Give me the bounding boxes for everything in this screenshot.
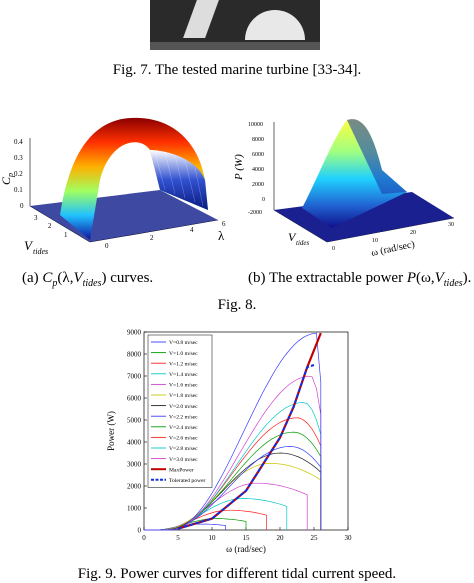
fig8b-ylabel-sub: tides bbox=[296, 239, 309, 247]
legend-label: V=1.0 m/sec bbox=[169, 351, 198, 357]
fig8a-zlabel-sub: p bbox=[6, 173, 15, 178]
legend-label: V=2.4 m/sec bbox=[169, 425, 198, 431]
fig8a-ztick: 0.3 bbox=[14, 154, 23, 162]
fig8a-ylabel-sub: tides bbox=[33, 247, 48, 256]
fig8b-xtick: 10 bbox=[372, 238, 378, 244]
y-tick-label: 8000 bbox=[127, 351, 142, 359]
fig8b-caption-sym: P bbox=[406, 270, 416, 286]
y-tick-label: 9000 bbox=[127, 329, 142, 337]
fig8b-xtick: 0 bbox=[332, 246, 335, 252]
fig8b-ztick: 8000 bbox=[252, 137, 264, 143]
fig8b-ztick: 0 bbox=[262, 197, 265, 203]
y-tick-label: 3000 bbox=[127, 461, 142, 469]
fig8a-ytick: 2 bbox=[48, 222, 52, 230]
fig8a-surface-plot: 0.4 0.3 0.2 0.1 0 3 2 1 0 2 4 6 C p V ti… bbox=[0, 117, 226, 256]
fig8b-caption: (b) The extractable power P(ω,Vtides). bbox=[248, 270, 471, 289]
y-tick-label: 6000 bbox=[127, 395, 142, 403]
y-tick-label: 1000 bbox=[127, 505, 142, 513]
fig8b-xtick: 20 bbox=[410, 230, 416, 236]
x-axis-label: ω (rad/sec) bbox=[226, 544, 266, 554]
fig8b-zlabel: P (W) bbox=[233, 154, 245, 181]
legend-label: V=1.4 m/sec bbox=[169, 372, 198, 378]
x-tick-label: 25 bbox=[311, 534, 319, 542]
fig8a-xtick: 0 bbox=[105, 242, 109, 250]
fig8a-caption-v: V bbox=[73, 270, 83, 286]
legend-label: V=2.8 m/sec bbox=[169, 446, 198, 452]
y-axis-label: Power (W) bbox=[106, 411, 116, 451]
fig8a-zlabel: C bbox=[0, 176, 13, 185]
fig8b-caption-v: V bbox=[434, 270, 444, 286]
fig9-caption: Fig. 9. Power curves for different tidal… bbox=[77, 566, 397, 582]
legend-label: V=2.2 m/sec bbox=[169, 414, 198, 420]
x-tick-label: 5 bbox=[176, 534, 180, 542]
y-tick-label: 2000 bbox=[127, 483, 142, 491]
legend-label: V=0.8 m/sec bbox=[169, 340, 198, 346]
legend-label: Tolerated power bbox=[169, 478, 206, 484]
fig8a-caption-sub: p bbox=[52, 278, 58, 289]
fig8a-ytick: 3 bbox=[34, 214, 38, 222]
fig8b-ylabel: V bbox=[288, 230, 297, 244]
fig9-power-chart: 0 5 10 15 20 25 30 0 1000 2000 3000 4000 5000 6000 700… bbox=[106, 329, 353, 555]
tolerated-power-curve bbox=[177, 364, 315, 530]
legend-label: MaxPower bbox=[169, 467, 194, 473]
y-tick-label: 5000 bbox=[127, 417, 142, 425]
power-curve bbox=[144, 332, 322, 531]
fig8a-xtick: 6 bbox=[222, 220, 226, 228]
fig8b-ztick: 2000 bbox=[252, 182, 264, 188]
legend-label: V=1.2 m/sec bbox=[169, 361, 198, 367]
fig8a-ylabel: V bbox=[24, 238, 34, 253]
fig8b-caption-prefix: (b) The extractable power bbox=[248, 270, 407, 286]
fig8a-caption-sym: C bbox=[42, 270, 53, 286]
fig8a-ztick: 0.4 bbox=[14, 138, 23, 146]
fig8a-xlabel: λ bbox=[218, 228, 225, 243]
y-tick-label: 4000 bbox=[127, 439, 142, 447]
fig8b-caption-vsub: tides bbox=[443, 278, 463, 289]
fig8b-caption-mid: (ω, bbox=[415, 270, 435, 286]
power-curve bbox=[144, 452, 322, 531]
fig8b-ztick: 6000 bbox=[252, 152, 264, 158]
legend-label: V=1.6 m/sec bbox=[169, 383, 198, 389]
fig8a-caption-mid: (λ, bbox=[57, 270, 74, 286]
legend-label: V=3.0 m/sec bbox=[169, 457, 198, 463]
fig8a-ztick: 0.1 bbox=[14, 186, 23, 194]
fig8a-caption-end: ) curves. bbox=[101, 270, 154, 286]
fig8-caption: Fig. 8. bbox=[217, 297, 257, 313]
fig7-caption: Fig. 7. The tested marine turbine [33-34… bbox=[112, 62, 362, 78]
fig8a-caption-vsub: tides bbox=[82, 278, 102, 289]
fig8a-ytick: 1 bbox=[64, 231, 68, 239]
legend-label: V=1.8 m/sec bbox=[169, 393, 198, 399]
fig8a-ztick: 0.2 bbox=[14, 170, 23, 178]
legend-label: V=2.6 m/sec bbox=[169, 436, 198, 442]
x-tick-label: 20 bbox=[277, 534, 285, 542]
y-tick-label: 0 bbox=[138, 527, 142, 535]
fig8b-ztick: 10000 bbox=[248, 122, 263, 128]
fig8a-ztick: 0 bbox=[20, 202, 24, 210]
x-tick-label: 15 bbox=[243, 534, 251, 542]
fig8b-xtick: 30 bbox=[448, 222, 454, 228]
fig8b-ztick: 4000 bbox=[252, 167, 264, 173]
y-tick-label: 7000 bbox=[127, 373, 142, 381]
fig8a-xtick: 4 bbox=[190, 226, 194, 234]
fig8b-surface-plot: 10000 8000 6000 4000 2000 0 -2000 10 20 … bbox=[233, 119, 455, 259]
x-tick-label: 10 bbox=[209, 534, 217, 542]
legend-box bbox=[147, 334, 213, 488]
fig8a-caption: (a) Cp(λ,Vtides) curves. bbox=[22, 270, 153, 289]
power-curve bbox=[144, 463, 322, 531]
turbine-photo bbox=[150, 0, 320, 50]
fig8b-ztick: -2000 bbox=[248, 210, 262, 216]
x-tick-label: 30 bbox=[345, 534, 353, 542]
fig8a-xtick: 2 bbox=[150, 234, 154, 242]
legend-label: V=2.0 m/sec bbox=[169, 404, 198, 410]
x-tick-label: 0 bbox=[142, 534, 146, 542]
fig8a-caption-prefix: (a) bbox=[22, 270, 43, 286]
fig8b-caption-end: ). bbox=[462, 270, 472, 286]
